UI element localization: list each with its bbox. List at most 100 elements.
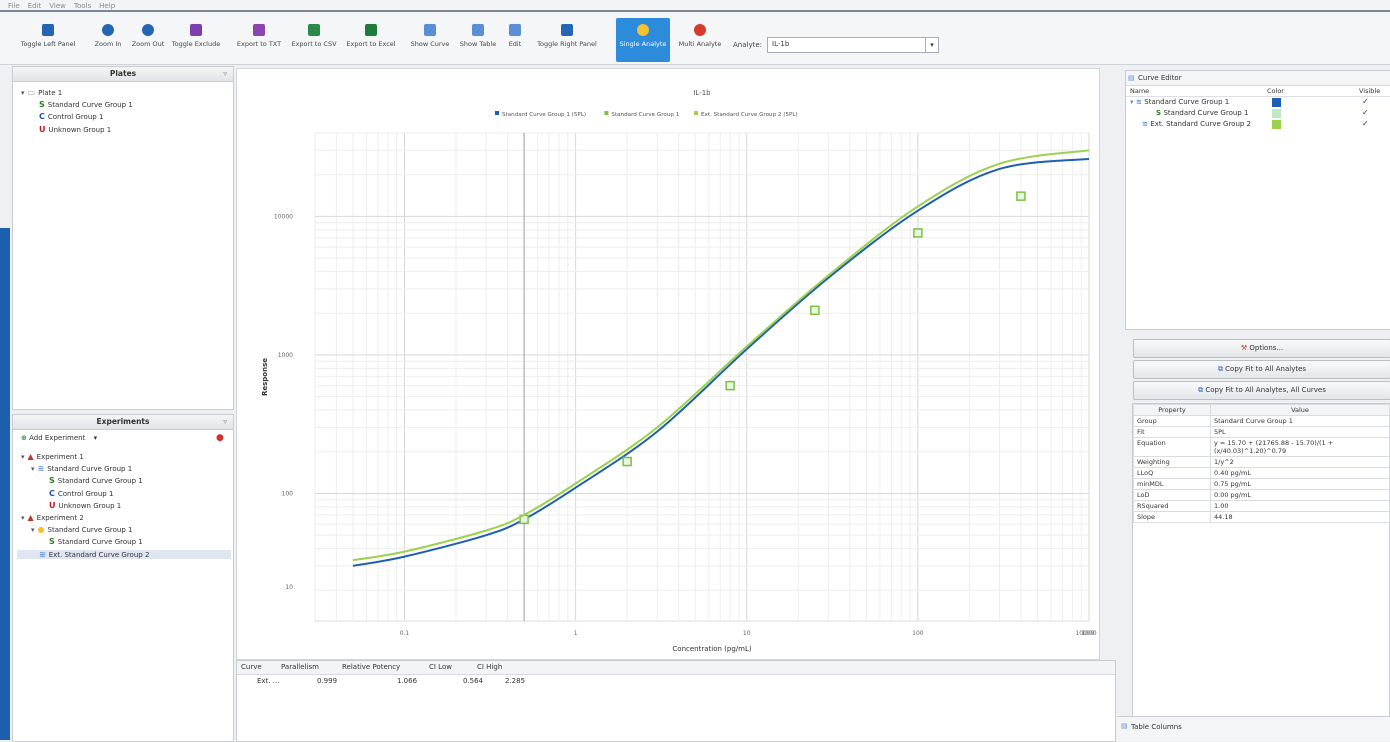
tree-item[interactable]: S Standard Curve Group 1 bbox=[49, 476, 143, 485]
results-cell: 2.285 bbox=[505, 677, 526, 685]
property-row[interactable]: LoD 0.00 pg/mL bbox=[1133, 489, 1390, 501]
data-point[interactable] bbox=[622, 456, 632, 467]
standard-curve-chart[interactable]: IL-1b Concentration (pg/mL) Response 0.1 1 10… bbox=[237, 69, 1099, 659]
collapse-icon[interactable]: ▿ bbox=[223, 417, 227, 426]
data-point[interactable] bbox=[725, 380, 735, 391]
plates-panel: Plates ▿ ▾ ▭ Plate 1 S Standard Curve Group … bbox=[12, 66, 234, 410]
tree-item-label: Control Group 1 bbox=[57, 489, 114, 498]
visible-checkbox[interactable]: ✓ bbox=[1362, 119, 1369, 128]
chart-panel: IL-1b Concentration (pg/mL) Response 0.1 1 10… bbox=[236, 68, 1100, 660]
curve-editor-row[interactable]: ▾ ≋ Standard Curve Group 1 ✓ bbox=[1126, 97, 1390, 108]
property-row[interactable]: Equation y = 15.70 + (21765.88 - 15.70)/(… bbox=[1133, 437, 1390, 457]
multi-analyte-button[interactable]: Multi Analyte bbox=[675, 18, 725, 62]
analyte-select[interactable]: IL-1b ▾ bbox=[767, 37, 939, 53]
tree-item-label: Standard Curve Group 1 bbox=[47, 526, 133, 535]
visible-checkbox[interactable]: ✓ bbox=[1362, 97, 1369, 106]
toggle-right-panel-button[interactable]: Toggle Right Panel bbox=[532, 18, 602, 62]
data-point[interactable] bbox=[1016, 191, 1026, 201]
menu-bar: File Edit View Tools Help bbox=[0, 0, 1390, 15]
zoom-out-button[interactable]: Zoom Out bbox=[130, 18, 166, 62]
property-row[interactable]: Slope 44.18 bbox=[1133, 511, 1390, 523]
tree-item[interactable]: ▾ ▲ Experiment 1 bbox=[21, 452, 84, 461]
curve-editor-row[interactable]: ≋ Ext. Standard Curve Group 2 ✓ bbox=[1126, 119, 1390, 130]
menu-item-help[interactable]: Help bbox=[99, 2, 116, 10]
show-curve-button[interactable]: Show Curve bbox=[408, 18, 452, 62]
curve-editor: ▤ Curve Editor Name Color Visible ▾ ≋ Stan… bbox=[1125, 70, 1390, 330]
export-to-excel-button[interactable]: Export to Excel bbox=[343, 18, 399, 62]
property-row[interactable]: Fit 5PL bbox=[1133, 426, 1390, 438]
tree-item[interactable]: S Standard Curve Group 1 bbox=[39, 100, 133, 109]
tree-item[interactable]: ▾ ▲ Experiment 2 bbox=[21, 513, 84, 522]
show-table-button[interactable]: Show Table bbox=[458, 18, 498, 62]
data-point[interactable] bbox=[913, 228, 923, 238]
property-row[interactable]: RSquared 1.00 bbox=[1133, 500, 1390, 512]
expand-icon[interactable]: ▾ bbox=[21, 514, 25, 522]
property-value: 0.00 pg/mL bbox=[1210, 489, 1390, 501]
menu-item-file[interactable]: File bbox=[8, 2, 20, 10]
property-row[interactable]: Weighting 1/y^2 bbox=[1133, 456, 1390, 468]
tree-item[interactable]: ▾ ● Standard Curve Group 1 bbox=[31, 525, 132, 534]
tree-item[interactable]: ▾ ≋ Standard Curve Group 1 bbox=[31, 464, 132, 473]
chevron-down-icon[interactable]: ▾ bbox=[93, 434, 98, 442]
chart-title: IL-1b bbox=[693, 89, 711, 97]
curve-editor-row[interactable]: S Standard Curve Group 1 ✓ bbox=[1126, 108, 1390, 119]
results-column-header[interactable]: CI High bbox=[477, 663, 503, 671]
tree-item-label: Experiment 2 bbox=[36, 514, 84, 522]
table-columns-bar[interactable]: ▤ Table Columns bbox=[1117, 716, 1390, 741]
color-swatch[interactable] bbox=[1272, 120, 1281, 129]
tree-item-label: Ext. Standard Curve Group 2 bbox=[48, 550, 150, 559]
collapse-icon[interactable]: ▿ bbox=[223, 69, 227, 78]
curve-editor-column-header[interactable]: Visible bbox=[1359, 87, 1381, 95]
remove-icon[interactable]: ● bbox=[216, 433, 224, 443]
toggle-left-panel-button[interactable]: Toggle Left Panel bbox=[16, 18, 80, 62]
menu-item-view[interactable]: View bbox=[49, 2, 66, 10]
experiments-panel: Experiments ▿ ⊕ Add Experiment ▾ ● ▾ ▲ Exp… bbox=[12, 414, 234, 742]
table-row[interactable]: Ext. ... 0.999 1.066 0.564 2.285 bbox=[237, 675, 1115, 687]
color-swatch[interactable] bbox=[1272, 98, 1281, 107]
visible-checkbox[interactable]: ✓ bbox=[1362, 108, 1369, 117]
tree-item[interactable]: S Standard Curve Group 1 bbox=[49, 537, 143, 546]
toggle-exclude-button[interactable]: Toggle Exclude bbox=[168, 18, 224, 62]
tree-item[interactable]: ▾ ▭ Plate 1 bbox=[21, 88, 62, 97]
property-row[interactable]: minMDL 0.75 pg/mL bbox=[1133, 478, 1390, 490]
tree-item[interactable]: C Control Group 1 bbox=[39, 112, 103, 121]
color-swatch[interactable] bbox=[1272, 109, 1281, 118]
zoom-in-button[interactable]: Zoom In bbox=[90, 18, 126, 62]
expand-icon[interactable]: ▾ bbox=[31, 465, 35, 474]
y-tick-label: 10 bbox=[285, 584, 293, 591]
options-label: Options... bbox=[1249, 344, 1284, 352]
results-column-header[interactable]: Parallelism bbox=[281, 663, 319, 671]
toolbar-button-label: Show Table bbox=[459, 40, 497, 48]
results-column-header[interactable]: CI Low bbox=[429, 663, 452, 671]
curve-editor-column-header[interactable]: Color bbox=[1267, 87, 1284, 95]
export-to-txt-button[interactable]: Export to TXT bbox=[233, 18, 285, 62]
results-column-header[interactable]: Curve bbox=[241, 663, 262, 671]
results-column-header[interactable]: Relative Potency bbox=[342, 663, 401, 671]
curve-editor-column-header[interactable]: Name bbox=[1130, 87, 1150, 95]
toolbar: Toggle Left Panel Zoom In Zoom Out Toggle E… bbox=[0, 14, 1390, 65]
expand-icon[interactable]: ▾ bbox=[31, 526, 35, 535]
expand-icon[interactable]: ▾ bbox=[21, 89, 25, 97]
tree-item[interactable]: ≋ Ext. Standard Curve Group 2 bbox=[17, 549, 231, 559]
options-button[interactable]: ⚒ Options... bbox=[1133, 339, 1390, 358]
property-row[interactable]: LLoQ 0.40 pg/mL bbox=[1133, 467, 1390, 479]
tree-item[interactable]: C Control Group 1 bbox=[49, 489, 113, 498]
copy-fit-all-curves-button[interactable]: ⧉ Copy Fit to All Analytes, All Curves bbox=[1133, 381, 1390, 400]
add-experiment-button[interactable]: ⊕ Add Experiment ▾ bbox=[21, 434, 97, 442]
analyte-value: IL-1b bbox=[772, 40, 790, 48]
data-point[interactable] bbox=[810, 305, 820, 316]
property-name: Equation bbox=[1133, 437, 1211, 457]
curve-group-icon: ▾ ≋ bbox=[1130, 98, 1145, 106]
property-row[interactable]: Group Standard Curve Group 1 bbox=[1133, 415, 1390, 427]
menu-item-edit[interactable]: Edit bbox=[27, 2, 42, 10]
copy-fit-all-analytes-button[interactable]: ⧉ Copy Fit to All Analytes bbox=[1133, 360, 1390, 379]
export-to-csv-button[interactable]: Export to CSV bbox=[288, 18, 340, 62]
chevron-down-icon[interactable]: ▾ bbox=[925, 38, 938, 52]
property-value: 5PL bbox=[1210, 426, 1390, 438]
tree-item[interactable]: U Unknown Group 1 bbox=[39, 125, 111, 134]
single-analyte-button[interactable]: Single Analyte bbox=[616, 18, 670, 62]
menu-item-tools[interactable]: Tools bbox=[73, 2, 92, 10]
tree-item[interactable]: U Unknown Group 1 bbox=[49, 501, 121, 510]
edit-button[interactable]: Edit bbox=[503, 18, 527, 62]
expand-icon[interactable]: ▾ bbox=[21, 453, 25, 461]
